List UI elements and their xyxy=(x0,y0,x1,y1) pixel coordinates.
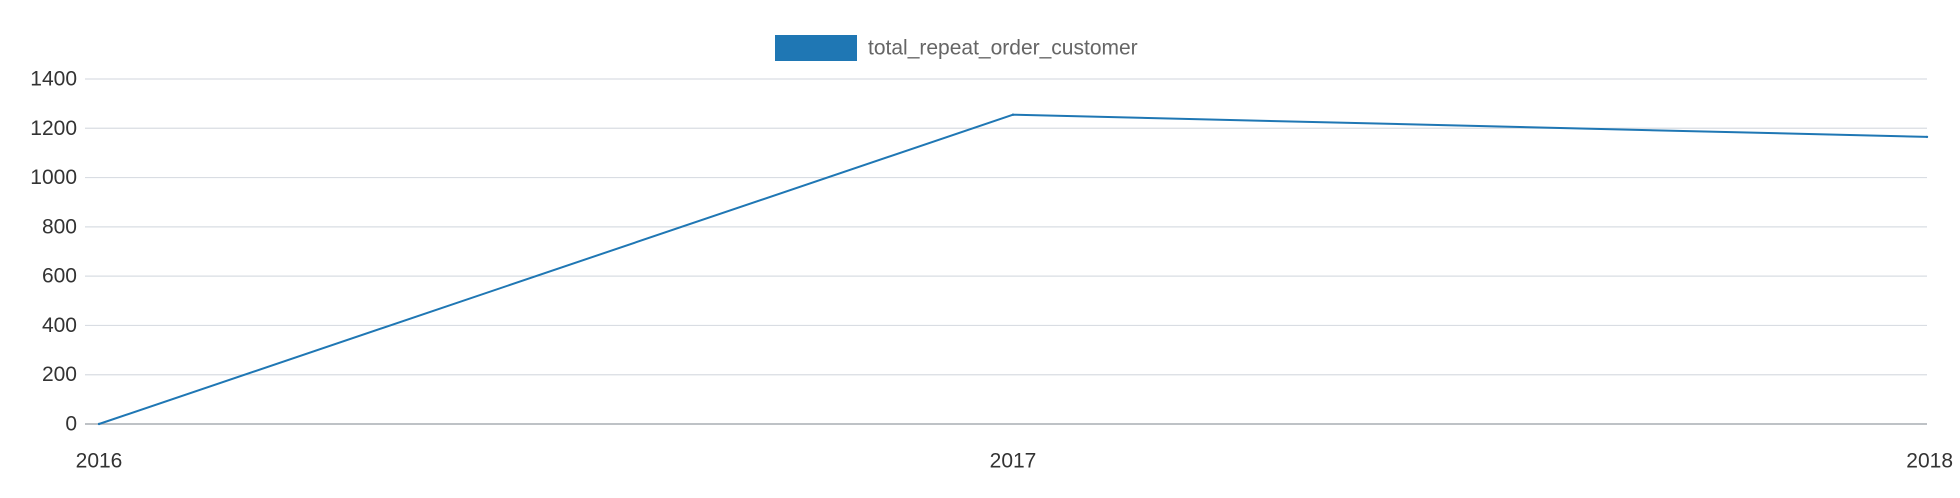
data-point xyxy=(1925,135,1929,139)
y-tick-label: 600 xyxy=(42,265,77,288)
y-tick-label: 1200 xyxy=(30,117,77,140)
legend[interactable]: total_repeat_order_customer xyxy=(775,35,1138,61)
y-tick-label: 1400 xyxy=(30,68,77,91)
y-tick-label: 200 xyxy=(42,363,77,386)
series-lines xyxy=(97,113,1929,426)
y-tick-label: 0 xyxy=(65,413,77,436)
x-tick-label: 2016 xyxy=(76,450,123,473)
y-tick-label: 800 xyxy=(42,215,77,238)
x-tick-label: 2018 xyxy=(1906,450,1953,473)
legend-label: total_repeat_order_customer xyxy=(868,37,1138,60)
data-point xyxy=(97,422,101,426)
data-point xyxy=(1011,113,1015,116)
x-axis-ticks: 2016 2017 2018 xyxy=(76,450,1953,473)
legend-item[interactable]: total_repeat_order_customer xyxy=(775,35,1138,61)
x-tick-label: 2017 xyxy=(990,450,1037,473)
series-line xyxy=(98,113,1928,425)
y-axis-ticks: 0 200 400 600 800 1000 1200 1400 xyxy=(30,68,77,436)
legend-swatch xyxy=(775,35,857,61)
y-tick-label: 400 xyxy=(42,314,77,337)
y-tick-label: 1000 xyxy=(30,166,77,189)
